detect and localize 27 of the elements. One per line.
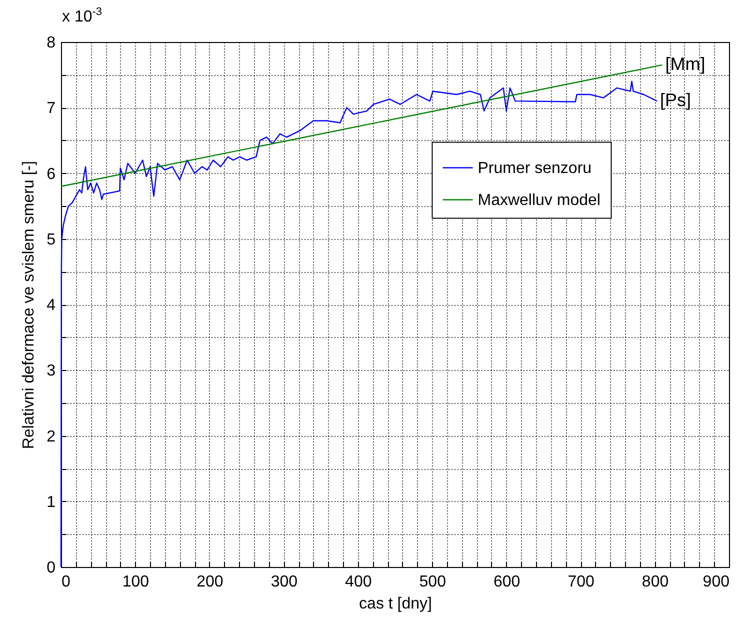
legend-label: Maxwelluv model: [478, 192, 600, 209]
y-axis-title: Relativni deformace ve svislem smeru [-]: [20, 160, 38, 450]
x-tick-label: 800: [642, 574, 669, 590]
x-tick-label: 600: [493, 574, 520, 590]
x-tick-label: 100: [122, 574, 150, 590]
x-tick-label: 400: [345, 574, 372, 590]
y-tick-label: 0: [46, 560, 56, 576]
y-tick-label: 6: [46, 166, 56, 183]
text: x 10$^{-3}$: [62, 6, 102, 26]
x-tick-label: 200: [196, 574, 224, 590]
x-tick-label: 700: [568, 574, 594, 590]
y-tick-label: 7: [46, 100, 56, 118]
y-tick-label: 2: [46, 428, 56, 446]
x-tick-label: 0: [62, 574, 70, 590]
x-tick-label: 500: [419, 574, 446, 590]
y-tick-label: 4: [46, 297, 56, 314]
x-tick-label: 300: [270, 574, 298, 590]
y-tick-label: 5: [46, 231, 56, 248]
y-tick-label: 1: [46, 494, 56, 511]
x-axis-title: cas t [dny]: [359, 596, 432, 612]
annotation: [Ps]: [660, 90, 692, 110]
legend-label: Prumer senzoru: [478, 160, 592, 177]
y-tick-label: 3: [46, 362, 56, 380]
y-tick-label: 8: [46, 34, 56, 52]
annotation: [Mm]: [665, 54, 706, 74]
x-tick-label: 900: [702, 574, 730, 590]
line-series: [60, 80, 658, 568]
